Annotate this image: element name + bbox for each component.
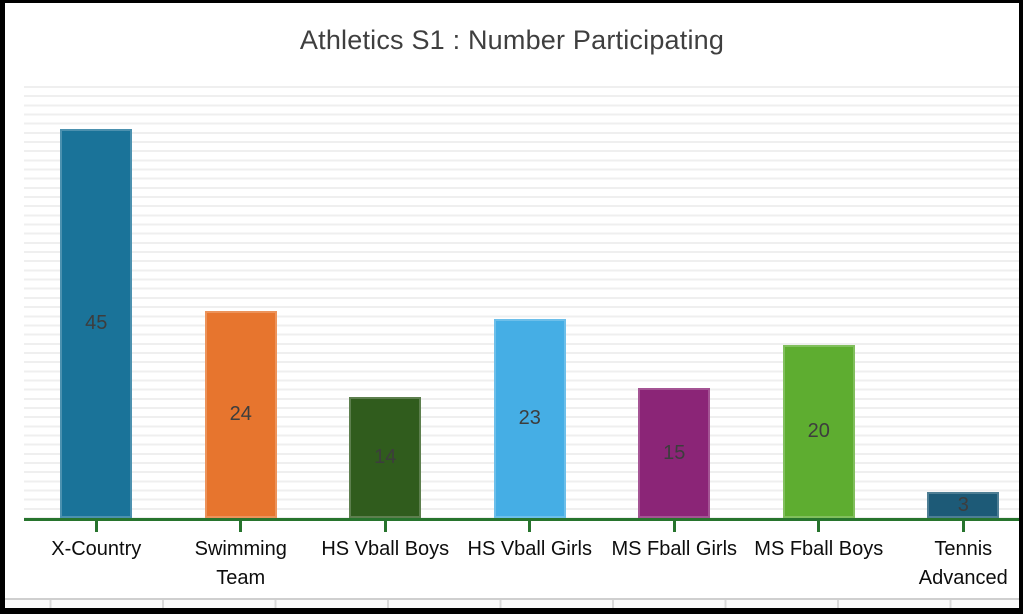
category-slot-x-country: X-Country [24,535,169,593]
category-slot-tennis-advanced: Tennis Advanced [891,535,1019,593]
bar-slot-ms-fball-boys: 20 [747,86,892,518]
data-label-hs-vball-girls: 23 [518,407,541,430]
category-axis-labels: X-Country Swimming Team HS Vball Boys HS Vb… [24,535,1019,593]
category-label-tennis-advanced: Tennis Advanced [918,538,1008,589]
category-slot-ms-fball-boys: MS Fball Boys [747,535,892,593]
bar-ms-fball-boys[interactable]: 20 [782,345,855,518]
bar-slot-ms-fball-girls: 15 [602,86,747,518]
category-slot-swimming-team: Swimming Team [169,535,314,593]
plot-area: 45 24 14 23 15 20 3 [24,86,1019,518]
data-label-x-country: 45 [85,312,108,335]
category-slot-ms-fball-girls: MS Fball Girls [602,535,747,593]
bar-slot-x-country: 45 [24,86,169,518]
bar-slot-swimming-team: 24 [169,86,314,518]
bar-hs-vball-boys[interactable]: 14 [349,397,422,518]
bar-x-country[interactable]: 45 [60,129,133,518]
bar-swimming-team[interactable]: 24 [204,310,277,518]
bar-slot-hs-vball-boys: 14 [313,86,458,518]
chart-title: Athletics S1 : Number Participating [299,25,725,55]
data-label-swimming-team: 24 [229,402,252,425]
bar-tennis-advanced[interactable]: 3 [927,492,1000,518]
bar-slot-tennis-advanced: 3 [891,86,1019,518]
data-label-ms-fball-boys: 20 [807,420,830,443]
bar-slot-hs-vball-girls: 23 [458,86,603,518]
category-label-swimming-team: Swimming Team [194,538,287,589]
category-label-hs-vball-boys: HS Vball Boys [321,538,450,560]
bar-ms-fball-girls[interactable]: 15 [638,388,711,518]
category-label-ms-fball-girls: MS Fball Girls [611,538,738,560]
category-slot-hs-vball-boys: HS Vball Boys [313,535,458,593]
x-axis-line [24,518,1019,521]
category-label-hs-vball-girls: HS Vball Girls [467,538,592,560]
data-label-ms-fball-girls: 15 [663,441,686,464]
worksheet-row-strip [5,598,1019,608]
bar-hs-vball-girls[interactable]: 23 [493,319,566,518]
data-label-hs-vball-boys: 14 [374,446,397,469]
category-slot-hs-vball-girls: HS Vball Girls [458,535,603,593]
category-label-x-country: X-Country [51,538,142,560]
data-label-tennis-advanced: 3 [957,493,969,516]
category-label-ms-fball-boys: MS Fball Boys [754,538,884,560]
